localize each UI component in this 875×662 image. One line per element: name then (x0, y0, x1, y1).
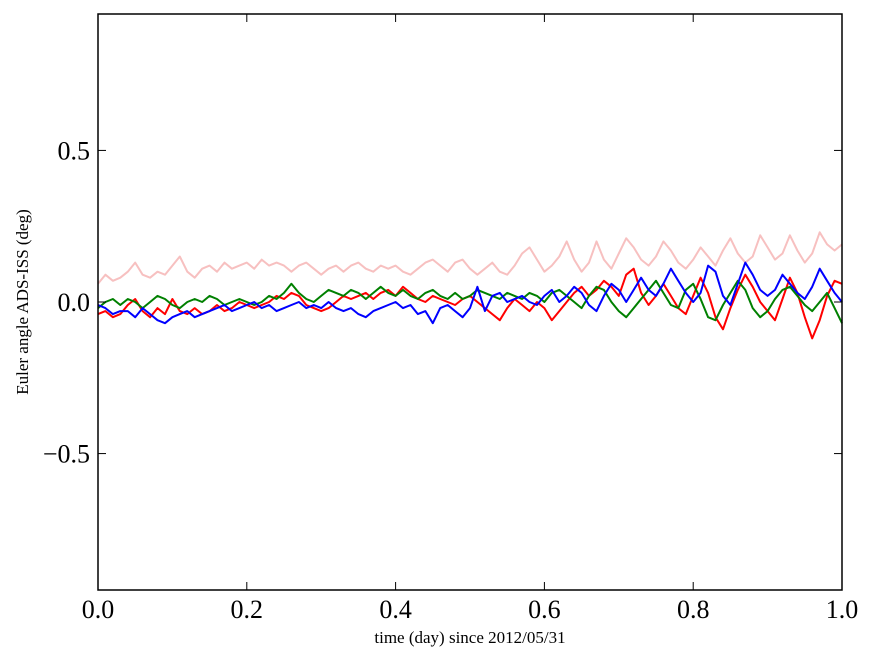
series-line-1 (97, 231, 843, 285)
series-layer (97, 231, 843, 340)
x-tick-label: 0.2 (231, 595, 264, 624)
x-tick-label: 0.6 (528, 595, 561, 624)
series-line-3 (97, 279, 843, 324)
series-line-4 (97, 261, 843, 325)
y-tick-label: −0.5 (43, 440, 90, 469)
x-tick-label: 1.0 (826, 595, 859, 624)
x-tick-label: 0.0 (82, 595, 115, 624)
y-tick-label: 0.0 (58, 288, 91, 317)
x-axis-label: time (day) since 2012/05/31 (374, 628, 565, 647)
x-tick-label: 0.4 (379, 595, 412, 624)
x-tick-label: 0.8 (677, 595, 710, 624)
ticks-layer: 0.0 0.2 0.4 0.6 0.8 1.0 −0.5 0.0 0.5 (43, 14, 858, 624)
y-tick-label: 0.5 (58, 136, 91, 165)
y-axis-label: Euler angle ADS-ISS (deg) (13, 209, 32, 395)
plot-frame (97, 13, 843, 591)
